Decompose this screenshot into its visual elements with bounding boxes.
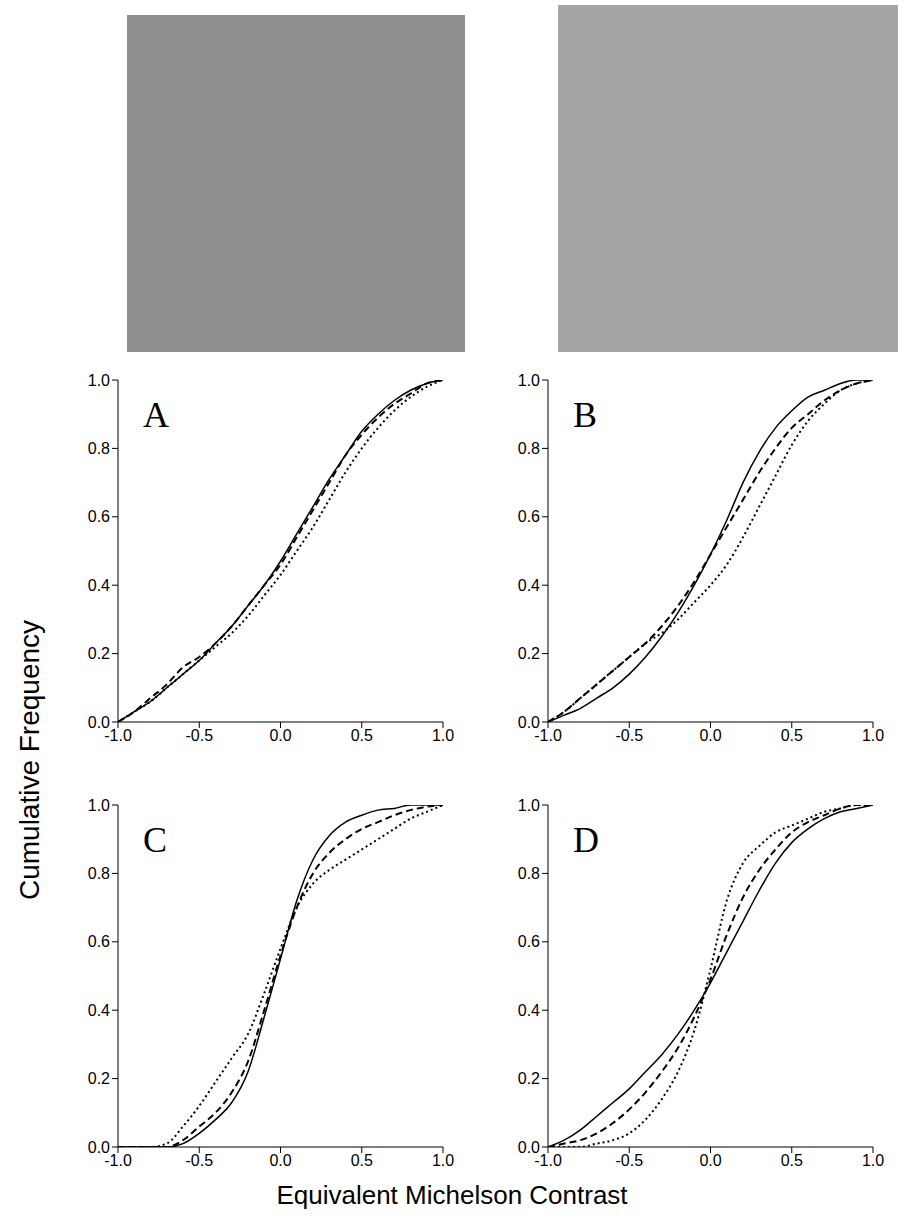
html-text:Cumulative Frequency: Cumulative Frequency xyxy=(14,619,45,901)
svg-text:0.6: 0.6 xyxy=(88,508,110,525)
svg-text:0.0: 0.0 xyxy=(88,1139,110,1156)
svg-text:0.2: 0.2 xyxy=(518,1070,540,1087)
html-text:A: A xyxy=(143,395,169,435)
svg-text:1.0: 1.0 xyxy=(518,372,540,389)
svg-text:0.0: 0.0 xyxy=(269,727,291,744)
svg-text:1.0: 1.0 xyxy=(432,1152,454,1169)
svg-text:-1.0: -1.0 xyxy=(104,727,132,745)
svg-text:0.0: 0.0 xyxy=(518,1139,540,1156)
html-text:D: D xyxy=(573,820,599,860)
svg-text:1.0: 1.0 xyxy=(518,797,540,814)
svg-text:0.2: 0.2 xyxy=(88,1070,110,1087)
svg-text:0.4: 0.4 xyxy=(88,577,110,594)
svg-text:-0.5: -0.5 xyxy=(615,727,643,744)
svg-text:0.2: 0.2 xyxy=(88,645,110,662)
svg-text:-0.5: -0.5 xyxy=(185,1152,213,1169)
svg-text:0.5: 0.5 xyxy=(781,727,803,744)
svg-text:1.0: 1.0 xyxy=(862,1152,884,1169)
svg-text:0.5: 0.5 xyxy=(351,727,373,744)
html-text:B: B xyxy=(573,395,597,435)
svg-text:0.0: 0.0 xyxy=(88,714,110,731)
svg-text:0.8: 0.8 xyxy=(88,440,110,457)
svg-text:1.0: 1.0 xyxy=(88,797,110,814)
svg-text:0.6: 0.6 xyxy=(518,933,540,950)
svg-text:0.8: 0.8 xyxy=(88,865,110,882)
svg-text:-1.0: -1.0 xyxy=(534,727,562,745)
svg-text:1.0: 1.0 xyxy=(862,727,884,744)
svg-text:0.4: 0.4 xyxy=(518,577,540,594)
svg-text:0.4: 0.4 xyxy=(88,1002,110,1019)
svg-text:0.2: 0.2 xyxy=(518,645,540,662)
svg-text:-0.5: -0.5 xyxy=(615,1152,643,1169)
svg-text:0.0: 0.0 xyxy=(699,1152,721,1169)
svg-text:1.0: 1.0 xyxy=(88,372,110,389)
svg-text:0.5: 0.5 xyxy=(781,1152,803,1169)
svg-text:1.0: 1.0 xyxy=(432,727,454,744)
svg-text:0.6: 0.6 xyxy=(518,508,540,525)
svg-text:0.5: 0.5 xyxy=(351,1152,373,1169)
svg-text:-0.5: -0.5 xyxy=(185,727,213,744)
svg-text:-1.0: -1.0 xyxy=(104,1152,132,1170)
svg-text:0.0: 0.0 xyxy=(269,1152,291,1169)
svg-text:0.8: 0.8 xyxy=(518,865,540,882)
html-text:C: C xyxy=(143,820,167,860)
svg-text:0.4: 0.4 xyxy=(518,1002,540,1019)
svg-text:0.6: 0.6 xyxy=(88,933,110,950)
svg-text:0.8: 0.8 xyxy=(518,440,540,457)
svg-text:0.0: 0.0 xyxy=(518,714,540,731)
svg-text:-1.0: -1.0 xyxy=(534,1152,562,1170)
svg-text:0.0: 0.0 xyxy=(699,727,721,744)
html-text:Equivalent Michelson Contrast: Equivalent Michelson Contrast xyxy=(276,1180,628,1210)
